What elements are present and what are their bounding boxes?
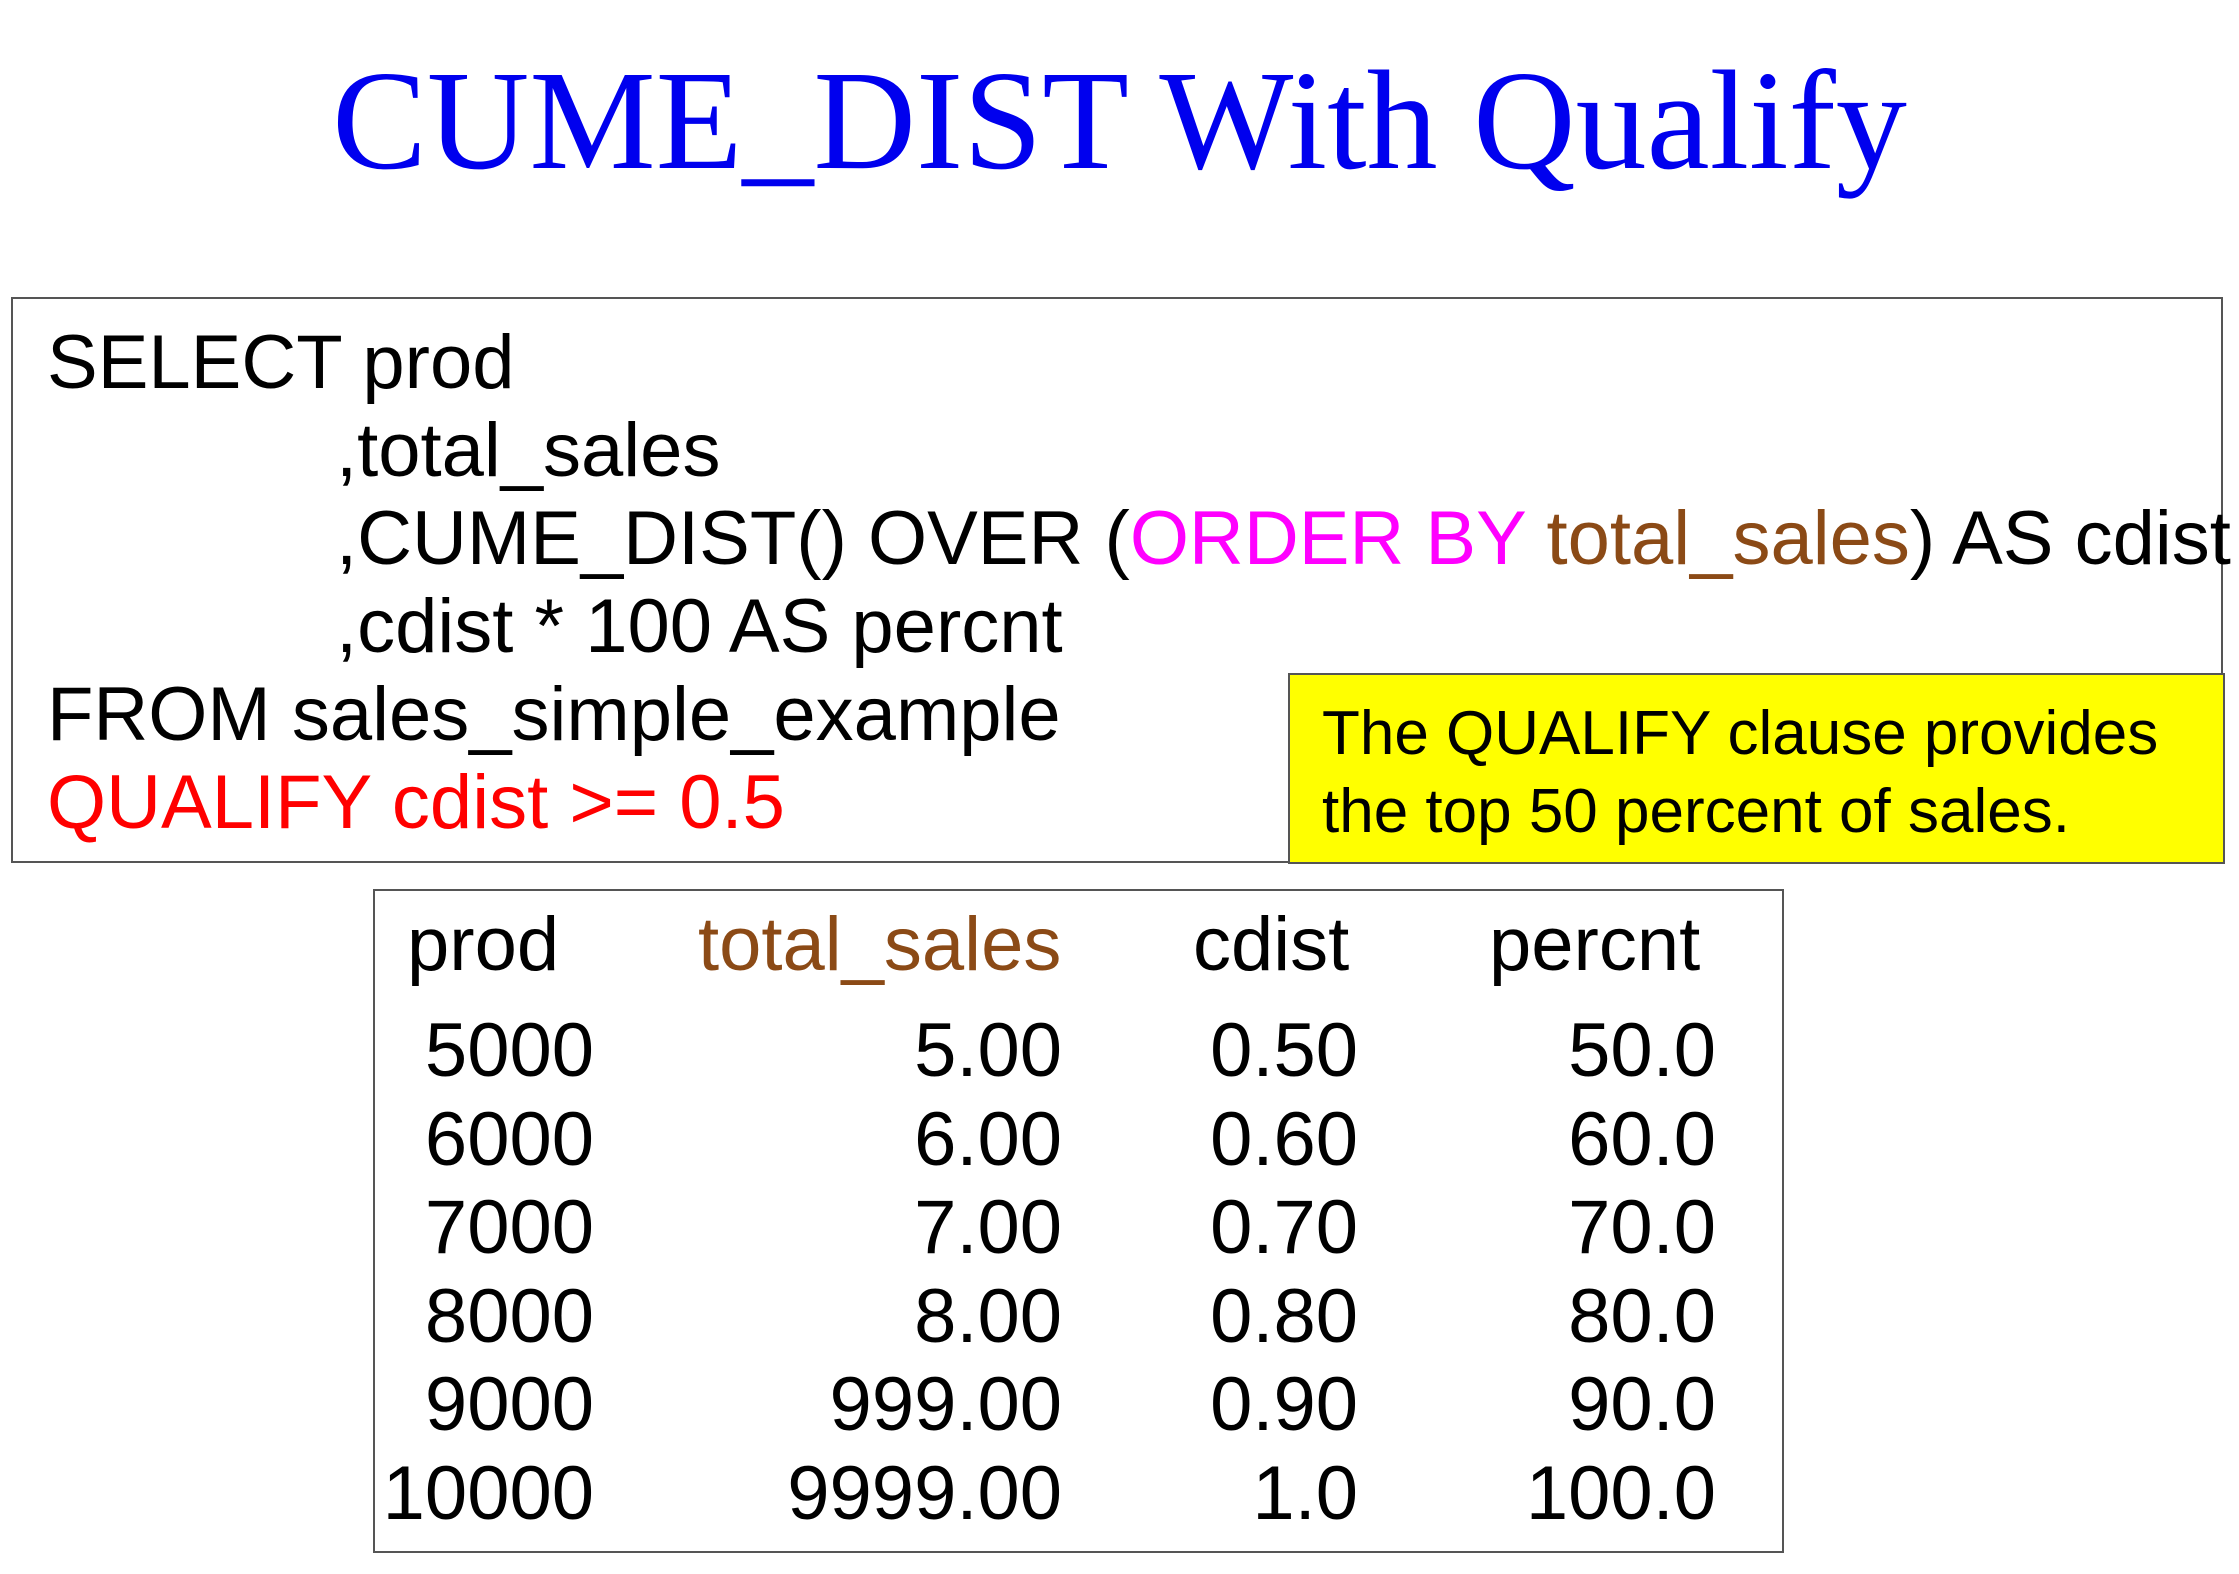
cell-cdist: 1.0 (1252, 1450, 1358, 1536)
cell-cdist: 0.80 (1210, 1273, 1358, 1359)
cell-prod: 5000 (424, 1008, 594, 1093)
cell-percnt: 100.0 (1525, 1450, 1716, 1536)
cell-percnt: 70.0 (1568, 1185, 1716, 1270)
cell-total-sales: 7.00 (914, 1185, 1062, 1270)
cell-prod: 9000 (424, 1362, 594, 1447)
note-line: The QUALIFY clause provides (1322, 699, 2159, 768)
sql-code-box: SELECT prod ,total_sales ,CUME_DIST() OV… (11, 297, 2231, 863)
cell-total-sales: 999.00 (829, 1362, 1062, 1447)
code-text: ,CUME_DIST() OVER ( (336, 496, 1130, 581)
order-by-keyword: ORDER BY (1129, 496, 1526, 581)
cell-cdist: 0.70 (1210, 1185, 1358, 1270)
code-line-from: FROM sales_simple_example (47, 672, 1061, 757)
cell-cdist: 0.60 (1210, 1096, 1358, 1182)
cell-total-sales: 5.00 (914, 1008, 1062, 1093)
cell-prod: 7000 (424, 1185, 594, 1270)
code-line-total-sales: ,total_sales (336, 408, 721, 493)
cell-cdist: 0.50 (1210, 1008, 1358, 1093)
header-total-sales: total_sales (698, 902, 1062, 987)
cell-percnt: 90.0 (1568, 1362, 1716, 1447)
code-text: ) AS cdist (1909, 496, 2231, 581)
code-line-qualify: QUALIFY cdist >= 0.5 (47, 760, 785, 845)
code-line-select: SELECT prod (47, 320, 515, 405)
cell-percnt: 80.0 (1568, 1273, 1716, 1359)
cell-prod: 6000 (424, 1096, 594, 1182)
code-line-percnt: ,cdist * 100 AS percnt (336, 584, 1063, 669)
header-cdist: cdist (1193, 902, 1350, 987)
cell-total-sales: 6.00 (914, 1096, 1062, 1182)
header-percnt: percnt (1489, 902, 1701, 987)
cell-prod: 8000 (424, 1273, 594, 1359)
code-line-cume-dist: ,CUME_DIST() OVER (ORDER BY total_sales)… (336, 495, 2231, 583)
cell-cdist: 0.90 (1210, 1362, 1358, 1447)
order-column: total_sales (1525, 496, 1910, 581)
cell-prod: 10000 (382, 1450, 594, 1536)
header-prod: prod (407, 902, 560, 987)
page-title: CUME_DIST With Qualify (332, 41, 1907, 199)
cell-percnt: 60.0 (1568, 1096, 1716, 1182)
note-line: the top 50 percent of sales. (1322, 777, 2070, 846)
cell-total-sales: 8.00 (914, 1273, 1062, 1359)
cell-percnt: 50.0 (1568, 1008, 1716, 1093)
qualify-note: The QUALIFY clause provides the top 50 p… (1288, 673, 2225, 864)
result-table: prod total_sales cdist percnt 5000 5.00 0.… (373, 889, 1784, 1553)
cell-total-sales: 9999.00 (787, 1450, 1062, 1536)
